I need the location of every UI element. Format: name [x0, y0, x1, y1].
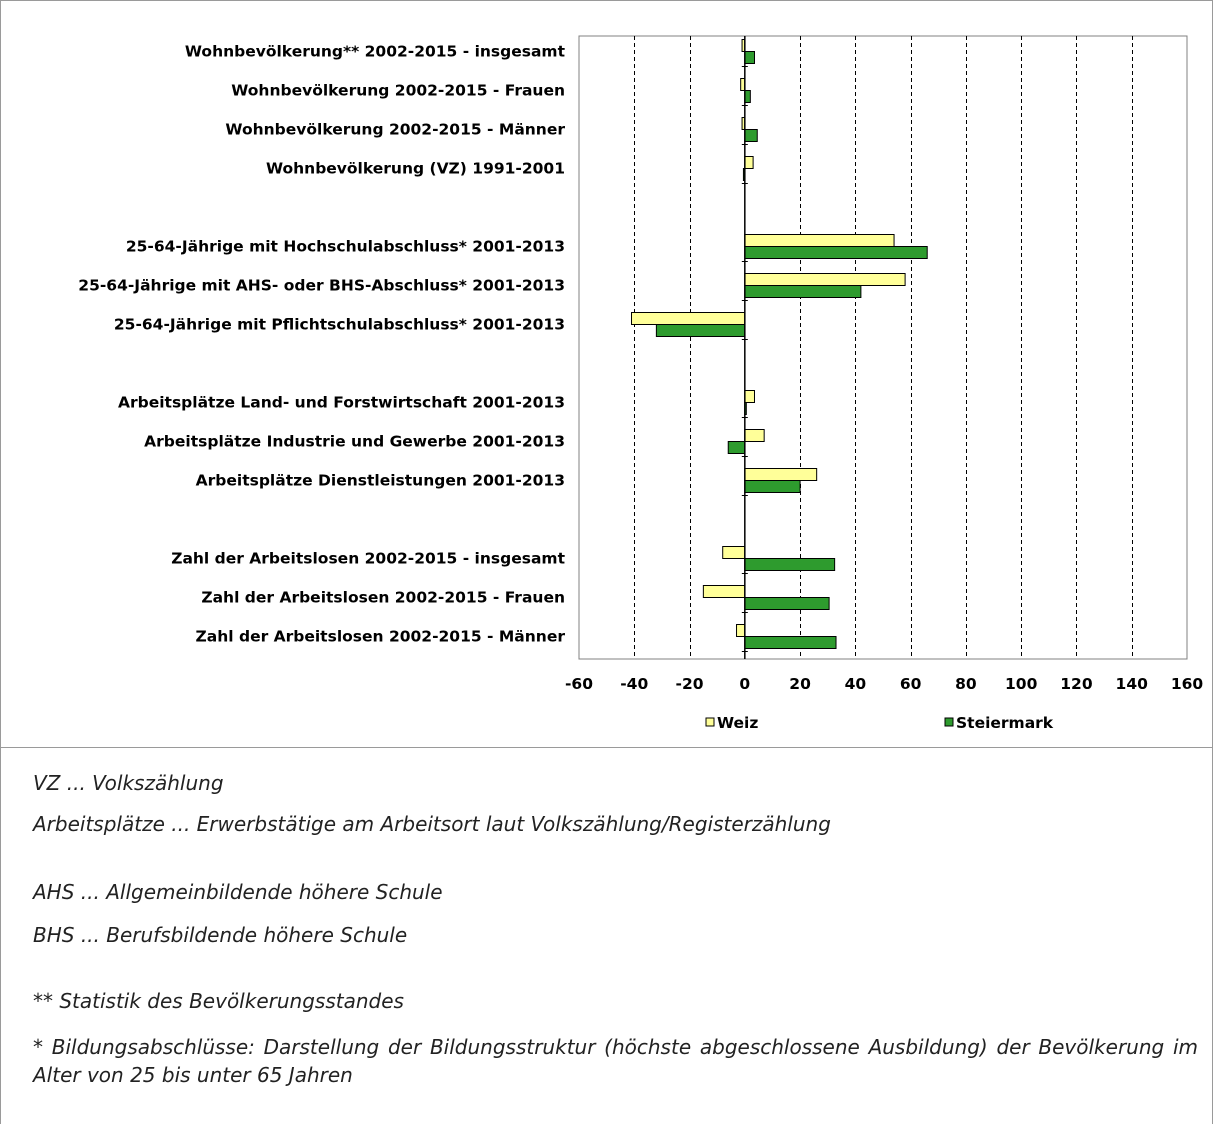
plot-frame: [578, 35, 1188, 660]
x-tick-label: 80: [955, 675, 977, 693]
legend-label-weiz: Weiz: [717, 714, 758, 732]
bar-weiz: [736, 624, 746, 637]
x-tick-label: 120: [1060, 675, 1093, 693]
bar-steiermark: [744, 129, 758, 142]
legend-swatch-weiz: [705, 717, 715, 727]
category-label: Wohnbevölkerung 2002-2015 - Männer: [225, 121, 565, 139]
note-arbeitsplaetze: Arbeitsplätze ... Erwerbstätige am Arbei…: [33, 812, 831, 836]
x-tick-label: 20: [789, 675, 811, 693]
category-label: Wohnbevölkerung (VZ) 1991-2001: [266, 160, 565, 178]
bar-weiz: [722, 546, 746, 559]
x-tick-label: -20: [676, 675, 704, 693]
category-label: 25-64-Jährige mit Hochschulabschluss* 20…: [126, 238, 565, 256]
legend: Weiz Steiermark: [705, 714, 1054, 732]
x-tick-label: 100: [1005, 675, 1038, 693]
bar-steiermark: [744, 246, 928, 259]
note-ahs: AHS ... Allgemeinbildende höhere Schule: [33, 880, 443, 904]
bar-weiz: [744, 390, 755, 403]
category-label: Wohnbevölkerung 2002-2015 - Frauen: [231, 82, 565, 100]
category-label: Zahl der Arbeitslosen 2002-2015 - Männer: [196, 628, 566, 646]
chart-container: Wohnbevölkerung** 2002-2015 - insgesamt W…: [0, 0, 1213, 748]
bar-steiermark: [727, 441, 746, 454]
category-label: Arbeitsplätze Dienstleistungen 2001-2013: [196, 472, 565, 490]
axis-layer: [741, 36, 748, 659]
category-label: Arbeitsplätze Industrie und Gewerbe 2001…: [144, 433, 565, 451]
bar-weiz: [744, 429, 765, 442]
grid-layer: [578, 35, 1188, 660]
category-label: Zahl der Arbeitslosen 2002-2015 - Frauen: [201, 589, 565, 607]
bar-weiz: [631, 312, 746, 325]
x-tick-label: 160: [1171, 675, 1204, 693]
x-tick-label: 60: [900, 675, 922, 693]
category-labels: Wohnbevölkerung** 2002-2015 - insgesamt W…: [78, 43, 565, 646]
x-tick-label: 140: [1116, 675, 1149, 693]
bar-weiz: [744, 234, 895, 247]
x-tick-label: -40: [620, 675, 648, 693]
bar-steiermark: [744, 480, 801, 493]
legend-label-steiermark: Steiermark: [956, 714, 1054, 732]
note-bevoelkerungsstand: ** Statistik des Bevölkerungsstandes: [33, 989, 404, 1013]
bar-steiermark: [744, 597, 830, 610]
bar-weiz: [744, 156, 754, 169]
bar-steiermark: [744, 285, 862, 298]
bar-steiermark: [744, 51, 755, 64]
x-tick-labels: -60 -40 -20 0 20 40 60 80 100 120 140 160: [565, 675, 1203, 693]
bar-weiz: [744, 468, 818, 481]
bar-steiermark: [744, 636, 837, 649]
category-label: Zahl der Arbeitslosen 2002-2015 - insges…: [171, 550, 565, 568]
bar-weiz: [744, 273, 906, 286]
bar-chart: Wohnbevölkerung** 2002-2015 - insgesamt W…: [78, 35, 1203, 732]
bar-weiz: [702, 585, 746, 598]
note-bildungsabschluesse: * Bildungsabschlüsse: Darstellung der Bi…: [33, 1035, 1198, 1087]
category-label: Wohnbevölkerung** 2002-2015 - insgesamt: [185, 43, 566, 61]
bar-steiermark: [655, 324, 746, 337]
footnotes: VZ ... Volkszählung Arbeitsplätze ... Er…: [0, 747, 1213, 1124]
bar-steiermark: [744, 558, 836, 571]
bars-layer: [631, 39, 928, 649]
category-label: 25-64-Jährige mit Pflichtschulabschluss*…: [114, 316, 565, 334]
legend-swatch-steiermark: [944, 717, 954, 727]
category-label: Arbeitsplätze Land- und Forstwirtschaft …: [118, 394, 565, 412]
x-tick-label: 40: [845, 675, 867, 693]
note-bhs: BHS ... Berufsbildende höhere Schule: [33, 923, 408, 947]
bar-steiermark: [744, 90, 751, 103]
note-vz: VZ ... Volkszählung: [33, 771, 224, 795]
x-tick-label: -60: [565, 675, 593, 693]
x-tick-label: 0: [739, 675, 750, 693]
category-label: 25-64-Jährige mit AHS- oder BHS-Abschlus…: [78, 277, 565, 295]
